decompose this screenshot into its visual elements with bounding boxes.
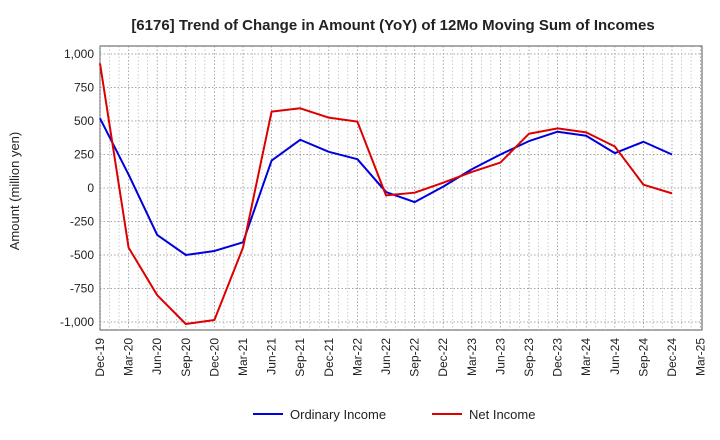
x-tick-label: Dec-23 [551,338,565,377]
x-tick-label: Dec-24 [665,338,679,377]
chart-title: [6176] Trend of Change in Amount (YoY) o… [131,17,654,34]
x-tick-label: Sep-21 [293,338,307,377]
y-tick-label: -500 [70,248,94,262]
legend-label: Ordinary Income [290,407,386,422]
x-tick-label: Jun-21 [265,338,279,375]
plot-area: 1,000 750 500 250 0 -250 -500 -750 -1,000 Dec-19 M… [60,45,708,377]
series-line-net-income [99,63,673,326]
x-tick-label: Dec-20 [207,338,221,377]
x-tick-label: Jun-22 [379,338,393,375]
x-tick-label: Jun-23 [493,338,507,375]
x-tick-label: Dec-21 [322,338,336,377]
x-tick-label: Sep-22 [408,338,422,377]
x-tick-label: Jun-20 [150,338,164,375]
x-tick-label: Mar-25 [694,338,708,376]
x-tick-label: Mar-20 [122,338,136,376]
x-tick-label: Mar-24 [579,338,593,376]
x-tick-label: Mar-21 [236,338,250,376]
y-tick-label: -250 [70,215,94,229]
x-tick-label: Sep-24 [636,338,650,377]
y-tick-label: 500 [74,114,94,128]
x-tick-label: Dec-19 [93,338,107,377]
x-tick-label: Sep-23 [522,338,536,377]
y-tick-label: 0 [87,181,94,195]
y-axis-label: Amount (million yen) [7,132,22,251]
x-tick-label: Mar-23 [465,338,479,376]
x-tick-label: Dec-22 [436,338,450,377]
y-tick-label: 1,000 [64,47,94,61]
y-tick-label: 250 [74,148,94,162]
x-tick-label: Mar-22 [350,338,364,376]
y-tick-label: -1,000 [60,315,94,329]
y-tick-label: -750 [70,282,94,296]
legend-label: Net Income [469,407,535,422]
series-line-ordinary-income [99,117,673,256]
x-tick-label: Sep-20 [179,338,193,377]
y-tick-label: 750 [74,81,94,95]
x-tick-label: Jun-24 [608,338,622,375]
legend: Ordinary Income Net Income [253,407,535,422]
